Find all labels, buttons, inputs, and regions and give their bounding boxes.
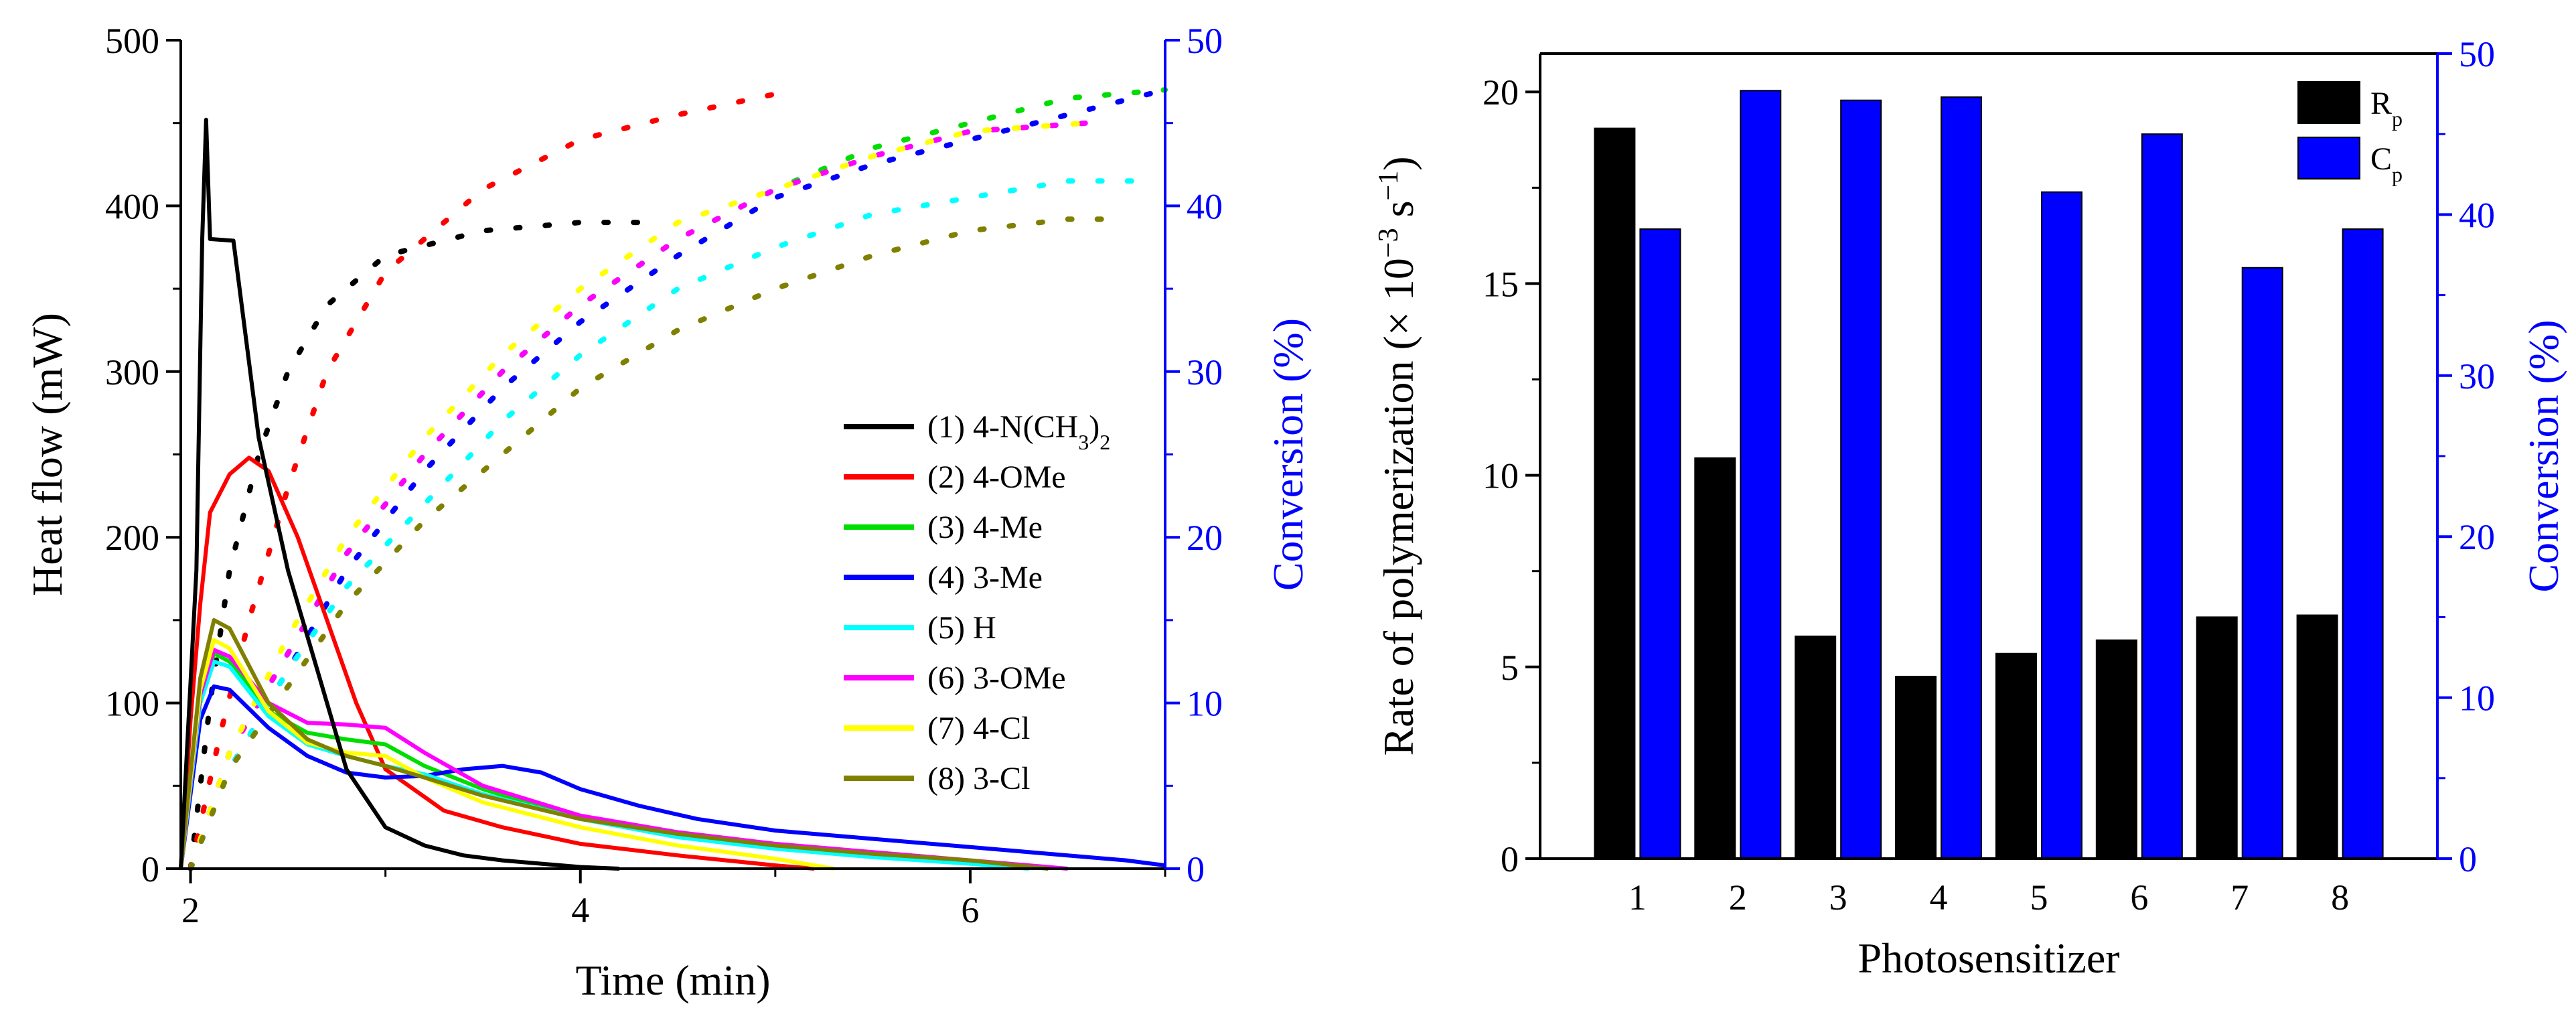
y2-tick-label: 0 — [1187, 849, 1205, 889]
x-tick-label: 5 — [2030, 877, 2048, 918]
bar-cp-4 — [1941, 96, 1983, 860]
y2-tick-label: 30 — [2459, 356, 2495, 396]
legend-swatch-rp — [2297, 81, 2360, 124]
legend-label-8: (8) 3-Cl — [927, 761, 1030, 796]
y2-tick-label: 40 — [2459, 195, 2495, 235]
bar-cp-2 — [1740, 90, 1782, 860]
x-axis-label: Time (min) — [576, 956, 771, 1004]
conversion-curve-4 — [187, 87, 1168, 871]
y2-tick-label: 20 — [1187, 518, 1223, 558]
legend-label-rp: Rp — [2370, 86, 2403, 131]
y2-tick-label: 10 — [1187, 684, 1223, 724]
bar-rp-1 — [1594, 127, 1636, 860]
bar-rp-5 — [1995, 652, 2037, 859]
x-axis-label: Photosensitizer — [1858, 934, 2119, 982]
y2-tick-label: 40 — [1187, 186, 1223, 226]
heat-flow-curve-1 — [179, 117, 620, 871]
bar-cp-1 — [1639, 228, 1681, 859]
bar-cp-5 — [2040, 191, 2082, 859]
bar-cp-3 — [1840, 99, 1882, 860]
bar-rp-3 — [1795, 636, 1837, 859]
heat-flow-curve-8 — [179, 618, 1049, 871]
y2-tick-label: 20 — [2459, 517, 2495, 557]
heat-flow-curve-2 — [179, 455, 815, 871]
conversion-curve-8 — [187, 216, 1110, 871]
bar-rp-7 — [2196, 616, 2238, 860]
y-tick-label: 0 — [1501, 839, 1519, 879]
y-axis-label: Rate of polymerization (× 10−3 s−1) — [1373, 156, 1422, 755]
y2-tick-label: 50 — [1187, 21, 1223, 61]
y2-tick-label: 30 — [1187, 352, 1223, 392]
legend-label-5: (5) H — [927, 610, 996, 646]
y2-axis-label: Conversion (%) — [2520, 319, 2567, 592]
legend-label-6: (6) 3-OMe — [927, 660, 1066, 696]
bar-cp-6 — [2141, 133, 2183, 860]
y2-tick-label: 50 — [2459, 34, 2495, 74]
bar-rp-8 — [2296, 614, 2338, 859]
y-tick-label: 0 — [141, 849, 159, 889]
legend-label-3: (3) 4-Me — [927, 510, 1043, 545]
y-tick-label: 300 — [105, 352, 159, 392]
heat-flow-curve-7 — [179, 638, 834, 871]
y-tick-label: 20 — [1483, 72, 1519, 113]
legend-label-1: (1) 4-N(CH3)2 — [927, 409, 1110, 454]
y-tick-label: 500 — [105, 21, 159, 61]
x-tick-label: 6 — [2130, 877, 2148, 918]
x-tick-label: 7 — [2230, 877, 2249, 918]
y-axis-label: Heat flow (mW) — [23, 313, 71, 596]
legend-label-7: (7) 4-Cl — [927, 711, 1030, 746]
legend-label-2: (2) 4-OMe — [927, 459, 1066, 495]
heat-flow-chart: 0 100 200 300 400 500 0 10 20 30 40 50 2 4 6 Time (min)… — [23, 21, 1312, 1004]
y-tick-label: 100 — [105, 684, 159, 724]
legend-swatch-cp — [2297, 137, 2360, 179]
x-tick-label: 4 — [1930, 877, 1948, 918]
legend-label-4: (4) 3-Me — [927, 560, 1043, 595]
x-tick-label: 2 — [181, 890, 200, 930]
conversion-curve-1 — [187, 220, 662, 871]
x-tick-label: 6 — [961, 890, 979, 930]
y2-axis-label: Conversion (%) — [1264, 318, 1312, 591]
legend-label-cp: Cp — [2370, 141, 2403, 186]
x-tick-label: 4 — [571, 890, 589, 930]
bar-rp-6 — [2095, 639, 2137, 859]
x-tick-label: 8 — [2331, 877, 2349, 918]
x-tick-label: 1 — [1628, 877, 1647, 918]
x-tick-label: 2 — [1729, 877, 1747, 918]
bar-cp-8 — [2342, 228, 2384, 859]
polymerization-bar-chart: 1 2 3 4 5 6 7 8 0 5 10 15 20 0 10 20 30 40 50 Photosensitiz… — [1373, 34, 2567, 982]
heat-flow-curve-4 — [179, 684, 1166, 869]
y-tick-label: 400 — [105, 186, 159, 226]
conversion-curve-5 — [187, 178, 1139, 871]
y-tick-label: 5 — [1501, 648, 1519, 688]
y2-tick-label: 0 — [2459, 839, 2477, 879]
y-tick-label: 200 — [105, 518, 159, 558]
y-tick-label: 10 — [1483, 456, 1519, 496]
bar-rp-4 — [1895, 676, 1937, 859]
bar-rp-2 — [1694, 457, 1736, 859]
y-tick-label: 15 — [1483, 264, 1519, 304]
bar-cp-7 — [2241, 267, 2283, 859]
x-tick-label: 3 — [1829, 877, 1847, 918]
conversion-curve-2 — [187, 87, 798, 871]
y2-tick-label: 10 — [2459, 678, 2495, 719]
